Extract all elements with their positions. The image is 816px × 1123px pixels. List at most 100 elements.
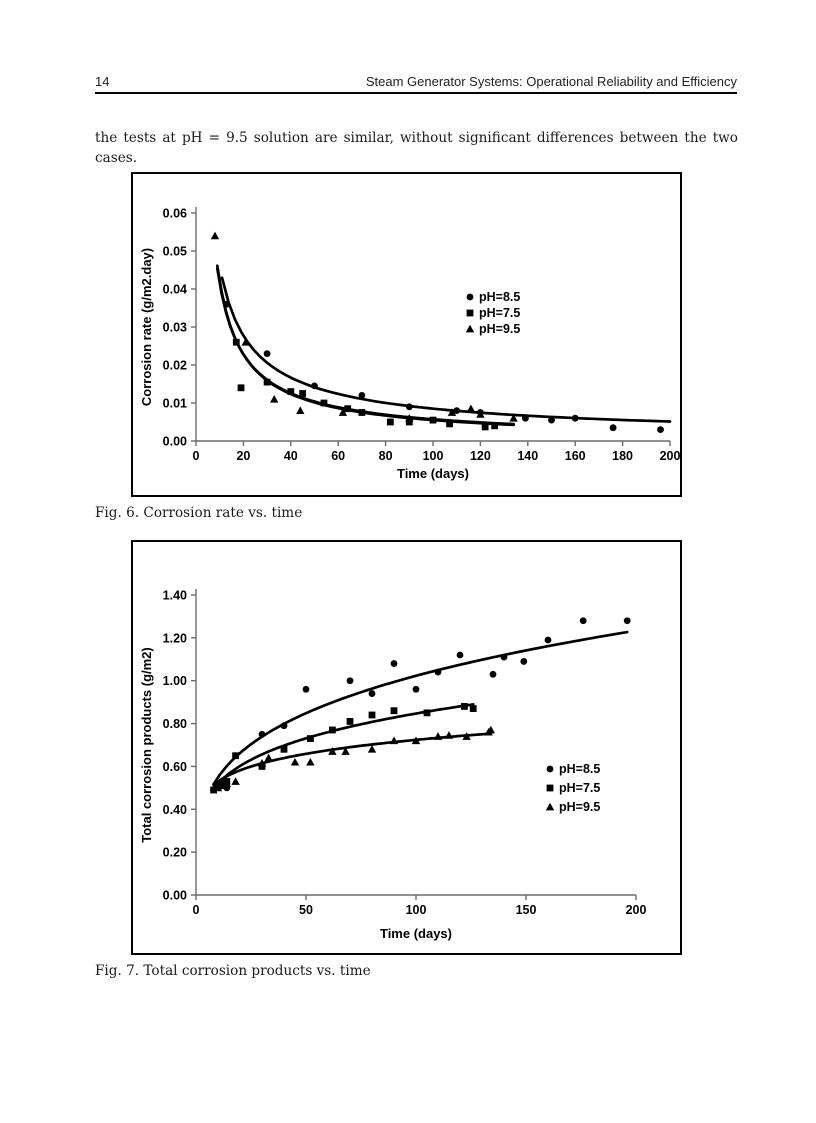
data-point-pH=8.5: [263, 350, 271, 357]
x-tick-label: 150: [516, 903, 537, 917]
legend-marker-square: [466, 309, 474, 317]
data-point-pH=9.5: [433, 732, 443, 740]
data-point-pH=9.5: [264, 753, 273, 762]
data-point-pH=9.5: [222, 779, 231, 787]
data-point-pH=7.5: [390, 707, 398, 715]
y-tick-label: 0.03: [163, 321, 187, 335]
data-point-pH=7.5: [287, 388, 295, 395]
data-point-pH=7.5: [386, 418, 394, 426]
data-point-pH=8.5: [390, 660, 398, 667]
data-point-pH=9.5: [462, 732, 471, 740]
x-tick-label: 40: [284, 449, 298, 463]
x-axis-label: Time (days): [397, 466, 469, 481]
data-point-pH=7.5: [232, 752, 239, 760]
trend-line-pH=7.5: [215, 264, 515, 427]
data-point-pH=7.5: [469, 705, 477, 712]
legend-label: pH=7.5: [479, 306, 520, 320]
y-axis-label: Total corrosion products (g/m2): [139, 647, 154, 843]
data-point-pH=9.5: [486, 725, 495, 734]
data-point-pH=7.5: [491, 422, 499, 430]
y-tick-label: 0.05: [163, 245, 187, 259]
y-tick-label: 0.06: [163, 207, 187, 221]
data-point-pH=8.5: [657, 426, 664, 433]
data-point-pH=9.5: [328, 747, 337, 755]
x-tick-label: 120: [470, 449, 491, 463]
x-tick-label: 0: [193, 449, 200, 463]
figure-6-frame: 0 20 40 60 80 100 120 140 160 180 200 0.00 0.01 0.02 0…: [131, 172, 682, 497]
data-point-pH=7.5: [232, 338, 240, 346]
data-point-pH=7.5: [210, 786, 217, 794]
x-tick-label: 60: [331, 449, 345, 463]
data-point-pH=8.5: [311, 382, 318, 390]
x-tick-label: 180: [612, 449, 633, 463]
data-point-pH=9.5: [231, 777, 240, 785]
corrosion-rate-chart: 0 20 40 60 80 100 120 140 160 180 200 0.00 0.01 0.02 0…: [139, 207, 680, 482]
y-tick-label: 0.04: [163, 283, 187, 297]
y-tick-label: 0.02: [163, 359, 187, 373]
data-point-pH=7.5: [358, 409, 366, 416]
body-paragraph: the tests at pH = 9.5 solution are simil…: [95, 129, 738, 166]
y-tick-label: 0.01: [163, 397, 187, 411]
data-point-pH=9.5: [338, 408, 348, 416]
legend-label: pH=9.5: [479, 322, 520, 336]
data-point-pH=7.5: [263, 378, 271, 386]
data-point-pH=7.5: [237, 384, 245, 392]
data-point-pH=9.5: [341, 747, 350, 755]
data-point-pH=9.5: [466, 404, 476, 413]
data-point-pH=8.5: [434, 668, 442, 676]
y-tick-label: 0.20: [163, 846, 187, 860]
data-point-pH=9.5: [405, 414, 414, 422]
legend-marker-triangle: [545, 802, 555, 811]
data-point-pH=8.5: [623, 617, 631, 625]
y-tick-label: 1.20: [163, 631, 187, 645]
x-tick-label: 200: [626, 903, 647, 917]
running-title: Steam Generator Systems: Operational Rel…: [365, 74, 737, 89]
data-point-pH=8.5: [346, 677, 354, 685]
x-tick-label: 100: [423, 449, 444, 463]
legend-marker-circle: [466, 293, 474, 301]
data-point-pH=9.5: [213, 783, 223, 792]
data-point-pH=7.5: [429, 416, 437, 424]
data-point-pH=8.5: [412, 685, 420, 693]
legend-marker-circle: [546, 765, 554, 773]
data-point-pH=8.5: [489, 670, 497, 678]
data-point-pH=9.5: [210, 231, 220, 240]
data-point-pH=8.5: [579, 617, 587, 625]
y-tick-label: 1.00: [163, 674, 187, 688]
data-point-pH=8.5: [548, 416, 555, 424]
data-point-pH=9.5: [257, 759, 267, 767]
x-tick-label: 140: [517, 449, 538, 463]
data-point-pH=7.5: [461, 703, 468, 710]
y-tick-label: 0.00: [163, 889, 187, 903]
data-point-pH=7.5: [320, 399, 328, 407]
data-point-pH=7.5: [219, 782, 226, 790]
figure-7: 0 50 100 150 200 0.00 0.20 0.40 0.60 0.80 1.00 1.20…: [95, 540, 682, 979]
data-point-pH=8.5: [223, 300, 231, 308]
data-point-pH=8.5: [456, 651, 464, 659]
total-corrosion-products-chart: 0 50 100 150 200 0.00 0.20 0.40 0.60 0.80 1.00 1.20…: [139, 589, 647, 942]
data-point-pH=9.5: [444, 731, 454, 739]
figure-7-caption: Fig. 7. Total corrosion products vs. tim…: [95, 963, 371, 979]
trend-line-pH=7.5: [212, 703, 475, 791]
figure-6: 0 20 40 60 80 100 120 140 160 180 200 0.00 0.01 0.02 0…: [95, 172, 682, 521]
x-tick-label: 0: [193, 903, 200, 917]
data-point-pH=7.5: [280, 745, 288, 753]
legend-label: pH=8.5: [559, 762, 600, 776]
y-tick-label: 1.40: [163, 589, 187, 603]
data-point-pH=8.5: [500, 653, 508, 661]
data-point-pH=8.5: [522, 414, 529, 422]
data-point-pH=8.5: [571, 414, 579, 422]
data-point-pH=7.5: [368, 711, 376, 719]
x-tick-label: 100: [406, 903, 427, 917]
x-tick-label: 80: [379, 449, 393, 463]
x-axis-label: Time (days): [380, 926, 452, 941]
data-point-pH=7.5: [481, 423, 489, 431]
x-tick-label: 200: [660, 449, 680, 463]
data-point-pH=8.5: [302, 685, 310, 693]
x-tick-label: 20: [236, 449, 250, 463]
data-point-pH=7.5: [423, 709, 431, 717]
legend-marker-square: [546, 784, 554, 792]
data-point-pH=8.5: [405, 403, 413, 411]
data-point-pH=8.5: [280, 722, 288, 730]
